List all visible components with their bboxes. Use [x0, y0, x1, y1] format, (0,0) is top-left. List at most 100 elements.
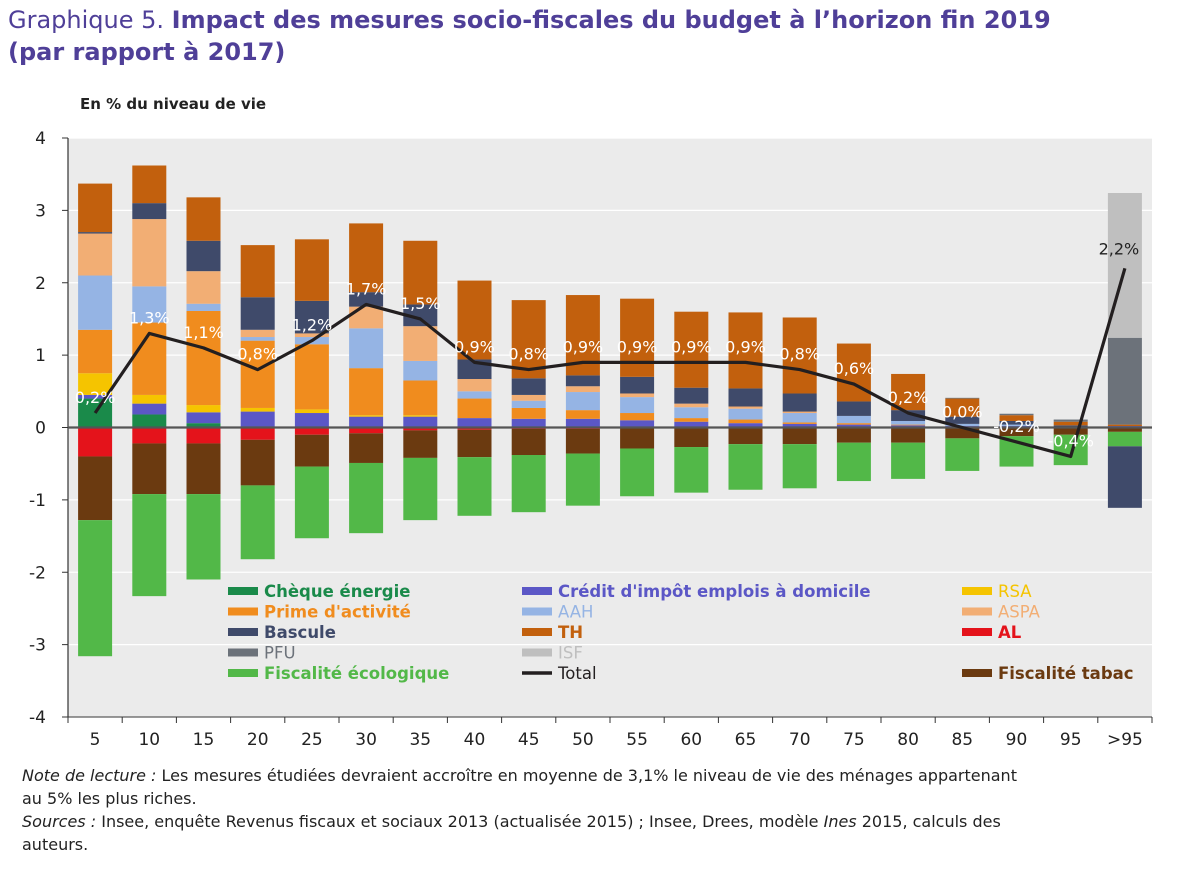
bar-segment-bascule [728, 388, 763, 407]
bar-segment-fiscalit-cologique [836, 442, 871, 482]
bar-segment-fiscalit-cologique [1053, 434, 1088, 466]
bar-segment-aspa [78, 233, 113, 276]
total-data-label: 0,8% [779, 345, 820, 364]
bar-segment-bascule [945, 416, 980, 424]
note-sources-text-c: auteurs. [22, 835, 89, 854]
bar-segment-fiscalit-cologique [78, 520, 113, 657]
bar-segment-aah [836, 415, 871, 424]
bar-segment-fiscalit-cologique [457, 457, 492, 516]
y-unit-label: En % du niveau de vie [80, 95, 267, 113]
y-tick-label: 0 [35, 419, 46, 439]
bar-segment-aspa [294, 333, 329, 338]
bar-segment-cr-dit-d-imp-t-emplois-domicile [186, 412, 221, 424]
legend-swatch-prime-d-activit- [228, 607, 258, 616]
bar-segment-aah [891, 420, 926, 425]
legend-swatch-aspa [962, 607, 992, 616]
bar-segment-bascule [132, 203, 167, 220]
bar-segment-fiscalit-tabac [891, 428, 926, 443]
bar-segment-prime-d-activit- [349, 368, 384, 416]
bar-segment-th [240, 245, 275, 298]
bar-segment-fiscalit-tabac [240, 439, 275, 486]
bar-segment-al [132, 427, 167, 444]
bar-segment-cr-dit-d-imp-t-emplois-domicile [349, 416, 384, 428]
bar-segment-bascule [349, 292, 384, 307]
note-lecture-text-1: Les mesures étudiées devraient accroître… [161, 766, 1017, 785]
bar-segment-fiscalit-tabac [132, 443, 167, 495]
legend-label-rsa: RSA [998, 582, 1032, 601]
legend-label-total: Total [557, 664, 597, 683]
bar-segment-prime-d-activit- [836, 423, 871, 425]
legend-label-prime-d-activit-: Prime d'activité [264, 603, 411, 622]
bar-segment-negatif-tranche-95 [1107, 446, 1142, 508]
bar-segment-rsa [186, 405, 221, 413]
bar-segment-prime-d-activit- [240, 340, 275, 408]
x-tick-label: >95 [1107, 730, 1143, 750]
bar-segment-fiscalit-cologique [240, 485, 275, 560]
bar-segment-bascule [674, 387, 709, 404]
bar-segment-cr-dit-d-imp-t-emplois-domicile [728, 423, 763, 428]
bar-segment-aspa [349, 306, 384, 329]
bar-segment-fiscalit-tabac [1053, 427, 1088, 435]
bar-segment-al [78, 427, 113, 457]
total-data-label: -0,4% [1047, 431, 1093, 450]
x-tick-label: 60 [680, 730, 702, 750]
bar-segment-aah [132, 286, 167, 323]
x-tick-label: 70 [789, 730, 811, 750]
bar-segment-aah [457, 391, 492, 399]
total-data-label: 0,2% [888, 388, 929, 407]
x-tick-label: 35 [409, 730, 431, 750]
bar-segment-th [403, 240, 438, 305]
bar-segment-aah [999, 424, 1034, 427]
x-tick-label: 30 [355, 730, 377, 750]
bar-segment-ch-que-nergie [186, 423, 221, 428]
bar-segment-fiscalit-tabac [403, 430, 438, 458]
bar-segment-fiscalit-cologique [294, 466, 329, 539]
bar-segment-prime-d-activit- [294, 344, 329, 410]
total-data-label: 0,0% [942, 403, 983, 422]
legend-swatch-al [962, 628, 992, 636]
bar-segment-fiscalit-tabac [457, 429, 492, 458]
bar-segment-fiscalit-tabac [1107, 427, 1142, 432]
x-tick-label: 65 [735, 730, 757, 750]
bar-segment-fiscalit-tabac [999, 427, 1034, 437]
chart-title: Graphique 5. Impact des mesures socio-fi… [8, 4, 1168, 68]
bar-segment-fiscalit-cologique [403, 457, 438, 521]
total-data-label: 1,1% [183, 323, 224, 342]
bar-segment-fiscalit-tabac [620, 428, 655, 449]
bar-segment-cr-dit-d-imp-t-emplois-domicile [457, 418, 492, 428]
legend-label-isf: ISF [558, 644, 583, 663]
bar-segment-cr-dit-d-imp-t-emplois-domicile [620, 420, 655, 428]
total-data-label: 0,9% [725, 337, 766, 356]
bar-segment-aspa [511, 394, 546, 401]
bar-segment-isf [1107, 193, 1142, 338]
bar-segment-aah [945, 423, 980, 427]
y-tick-label: 3 [35, 201, 46, 221]
bar-segment-th [294, 239, 329, 301]
bar-segment-th [349, 223, 384, 293]
bar-segment-th [1107, 424, 1142, 427]
bar-segment-cr-dit-d-imp-t-emplois-domicile [511, 418, 546, 428]
bar-segment-aah [674, 407, 709, 419]
note-sources-text-a: Insee, enquête Revenus fiscaux et sociau… [101, 812, 819, 831]
x-tick-label: 75 [843, 730, 865, 750]
bar-segment-cr-dit-d-imp-t-emplois-domicile [240, 411, 275, 428]
bar-segment-ch-que-nergie [132, 414, 167, 428]
bar-segment-th [457, 280, 492, 360]
legend-swatch-fiscalit-cologique [228, 669, 258, 677]
legend-label-aah: AAH [558, 603, 593, 622]
legend-swatch-th [522, 628, 552, 636]
bar-segment-fiscalit-tabac [728, 428, 763, 445]
bar-segment-fiscalit-cologique [674, 447, 709, 493]
bar-segment-aspa [403, 326, 438, 361]
y-tick-label: -3 [29, 636, 46, 656]
legend-label-bascule: Bascule [264, 623, 336, 642]
bar-segment-cr-dit-d-imp-t-emplois-domicile [836, 424, 871, 428]
bar-segment-prime-d-activit- [728, 419, 763, 424]
y-tick-label: -4 [29, 708, 46, 728]
bar-segment-fiscalit-tabac [565, 428, 600, 454]
bar-segment-aah [186, 303, 221, 311]
bar-segment-bascule [836, 401, 871, 416]
bar-segment-al [186, 427, 221, 444]
bar-segment-prime-d-activit- [782, 422, 817, 424]
